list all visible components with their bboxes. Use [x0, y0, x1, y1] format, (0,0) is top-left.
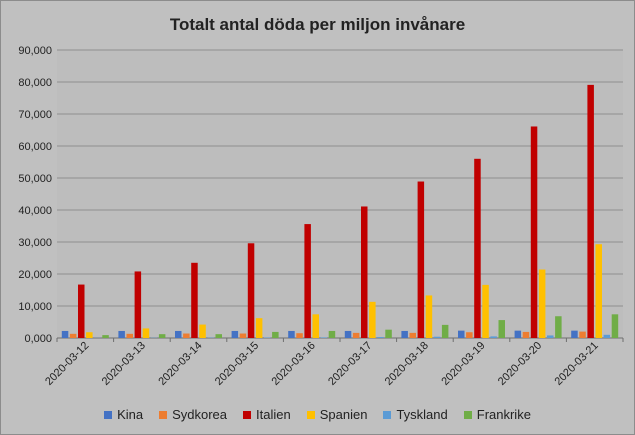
bar-spanien-2020-03-13	[142, 328, 150, 338]
x-tick-label: 2020-03-13	[100, 340, 148, 388]
bar-tyskland-2020-03-21	[603, 334, 611, 338]
x-tick-label: 2020-03-14	[156, 340, 204, 388]
bar-italien-2020-03-19	[474, 158, 481, 338]
legend-swatch	[463, 410, 472, 419]
bar-italien-2020-03-18	[417, 181, 425, 338]
bar-sydkorea-2020-03-14	[183, 333, 190, 338]
bar-spanien-2020-03-19	[482, 284, 489, 338]
bar-kina-2020-03-15	[231, 330, 239, 338]
bar-spanien-2020-03-17	[369, 301, 376, 338]
bar-italien-2020-03-20	[530, 126, 538, 338]
y-tick-label: 10,000	[18, 301, 52, 313]
bar-frankrike-2020-03-18	[441, 324, 449, 338]
x-tick-label: 2020-03-17	[326, 340, 374, 388]
y-tick-label: 30,000	[18, 237, 52, 249]
bar-sydkorea-2020-03-15	[239, 333, 247, 338]
legend-label: Frankrike	[476, 407, 531, 422]
y-tick-label: 20,000	[18, 269, 52, 281]
bar-kina-2020-03-12	[61, 330, 69, 338]
y-tick-label: 40,000	[18, 205, 52, 217]
bar-kina-2020-03-18	[401, 330, 408, 338]
bar-sydkorea-2020-03-12	[69, 333, 77, 338]
legend-label: Tyskland	[396, 407, 448, 422]
bar-italien-2020-03-14	[191, 262, 198, 338]
x-tick-label: 2020-03-20	[496, 340, 544, 388]
bar-frankrike-2020-03-13	[158, 334, 166, 338]
bar-italien-2020-03-15	[247, 243, 255, 338]
bar-frankrike-2020-03-20	[555, 316, 562, 338]
bar-tyskland-2020-03-17	[377, 337, 384, 338]
bar-spanien-2020-03-20	[538, 269, 546, 338]
legend-label: Spanien	[319, 407, 368, 422]
y-tick-label: 70,000	[18, 109, 52, 121]
bar-italien-2020-03-16	[304, 224, 311, 338]
y-tick-label: 80,000	[18, 77, 52, 89]
bar-spanien-2020-03-16	[312, 314, 319, 338]
bar-sydkorea-2020-03-17	[352, 332, 360, 338]
bar-kina-2020-03-14	[175, 330, 182, 338]
bar-spanien-2020-03-15	[255, 318, 263, 338]
bar-sydkorea-2020-03-20	[522, 331, 530, 338]
bar-frankrike-2020-03-19	[498, 320, 505, 338]
x-tick-label: 2020-03-18	[383, 340, 431, 388]
legend-label: Italien	[256, 407, 291, 422]
bar-kina-2020-03-16	[288, 330, 295, 338]
bar-tyskland-2020-03-20	[547, 335, 554, 338]
bar-frankrike-2020-03-14	[215, 334, 222, 338]
legend-item-spanien: Spanien	[306, 407, 368, 422]
bar-sydkorea-2020-03-19	[466, 332, 473, 338]
legend-label: Kina	[117, 407, 144, 422]
bar-frankrike-2020-03-16	[328, 330, 336, 338]
bar-frankrike-2020-03-21	[611, 314, 619, 338]
bar-sydkorea-2020-03-18	[409, 332, 416, 338]
legend-item-sydkorea: Sydkorea	[159, 407, 227, 422]
legend-item-frankrike: Frankrike	[463, 407, 531, 422]
y-tick-label: 60,000	[18, 141, 52, 153]
bar-tyskland-2020-03-16	[320, 337, 328, 338]
bar-spanien-2020-03-14	[199, 324, 206, 338]
legend: Kina Sydkorea Italien Spanien Tyskland Frankr…	[1, 407, 634, 422]
bar-spanien-2020-03-12	[86, 332, 93, 338]
bar-italien-2020-03-21	[587, 84, 594, 338]
x-tick-label: 2020-03-16	[270, 340, 318, 388]
bar-italien-2020-03-13	[134, 271, 142, 338]
bar-spanien-2020-03-21	[595, 244, 602, 338]
bar-italien-2020-03-12	[78, 284, 85, 338]
bar-frankrike-2020-03-17	[385, 329, 392, 338]
bar-frankrike-2020-03-12	[102, 335, 109, 338]
bar-tyskland-2020-03-18	[433, 336, 441, 338]
legend-item-tyskland: Tyskland	[383, 407, 448, 422]
bar-kina-2020-03-13	[118, 330, 125, 338]
bar-sydkorea-2020-03-13	[126, 333, 133, 338]
legend-swatch	[159, 410, 168, 419]
bar-spanien-2020-03-18	[425, 295, 433, 338]
bar-tyskland-2020-03-19	[490, 336, 497, 338]
bar-kina-2020-03-20	[514, 330, 522, 338]
y-tick-label: 90,000	[18, 45, 52, 57]
legend-swatch	[104, 410, 113, 419]
bar-frankrike-2020-03-15	[272, 331, 279, 338]
x-tick-label: 2020-03-21	[553, 340, 601, 388]
legend-item-italien: Italien	[243, 407, 291, 422]
bar-italien-2020-03-17	[361, 206, 368, 338]
legend-item-kina: Kina	[104, 407, 143, 422]
legend-swatch	[243, 410, 252, 419]
x-tick-label: 2020-03-19	[439, 340, 487, 388]
x-tick-label: 2020-03-12	[43, 340, 91, 388]
bar-kina-2020-03-21	[571, 330, 578, 338]
legend-label: Sydkorea	[172, 407, 228, 422]
bar-kina-2020-03-19	[458, 330, 465, 338]
legend-swatch	[383, 410, 392, 419]
bar-sydkorea-2020-03-16	[296, 333, 303, 338]
bar-kina-2020-03-17	[344, 330, 352, 338]
bar-sydkorea-2020-03-21	[579, 331, 586, 338]
y-tick-label: 50,000	[18, 173, 52, 185]
y-tick-label: 0,000	[24, 333, 52, 345]
plot-background	[57, 50, 623, 338]
x-tick-label: 2020-03-15	[213, 340, 261, 388]
chart-title: Totalt antal döda per miljon invånare	[169, 15, 466, 34]
legend-swatch	[306, 410, 315, 419]
